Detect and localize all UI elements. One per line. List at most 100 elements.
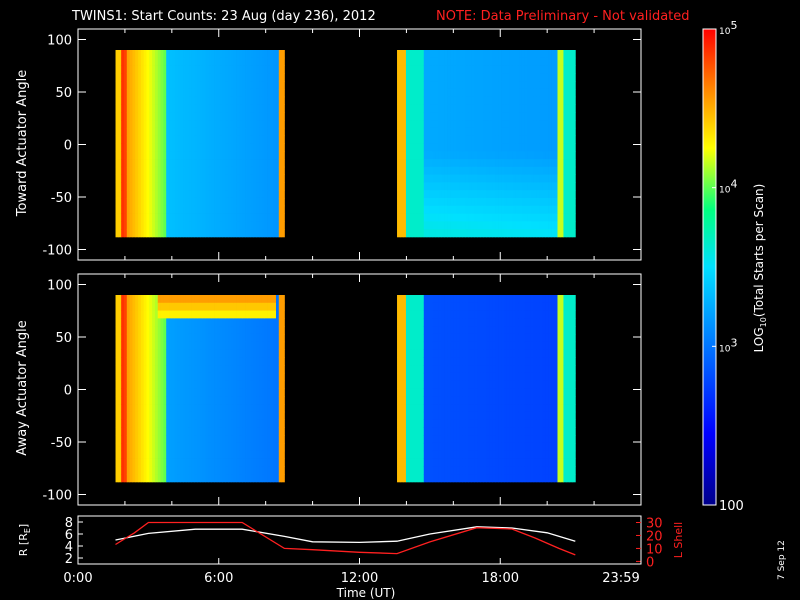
- heatmap-cell: [115, 213, 119, 222]
- heatmap-cell: [432, 435, 437, 444]
- heatmap-cell: [154, 182, 159, 191]
- heatmap-cell: [185, 326, 190, 335]
- heatmap-cell: [138, 310, 142, 319]
- heatmap-cell: [126, 57, 130, 66]
- heatmap-cell: [408, 159, 413, 168]
- heatmap-cell: [185, 50, 190, 59]
- heatmap-cell: [397, 88, 401, 98]
- heatmap-cell: [152, 174, 156, 183]
- heatmap-cell: [548, 197, 552, 207]
- heatmap-cell: [199, 135, 204, 144]
- heatmap-cell: [197, 341, 201, 350]
- heatmap-cell: [447, 333, 451, 343]
- heatmap-cell: [126, 396, 130, 405]
- heatmap-cell: [501, 96, 505, 105]
- heatmap-cell: [450, 50, 454, 59]
- heatmap-cell: [429, 302, 434, 311]
- heatmap-cell: [149, 372, 153, 382]
- heatmap-cell: [530, 120, 535, 129]
- heatmap-cell: [397, 310, 401, 319]
- heatmap-cell: [501, 229, 505, 238]
- heatmap-cell: [270, 65, 274, 74]
- heatmap-cell: [171, 73, 176, 82]
- heatmap-cell: [188, 388, 192, 397]
- heatmap-cell: [420, 295, 425, 304]
- heatmap-cell: [411, 450, 416, 459]
- heatmap-cell: [236, 229, 240, 238]
- heatmap-cell: [411, 104, 416, 113]
- heatmap-cell: [211, 81, 215, 90]
- heatmap-cell: [222, 159, 226, 168]
- heatmap-cell: [486, 213, 490, 222]
- heatmap-cell: [118, 57, 122, 66]
- heatmap-cell: [157, 388, 161, 397]
- heatmap-cell: [270, 50, 274, 59]
- heatmap-cell: [450, 104, 454, 113]
- heatmap-cell: [216, 50, 221, 59]
- heatmap-cell: [239, 411, 243, 420]
- heatmap-cell: [126, 96, 130, 105]
- heatmap-cell: [447, 435, 451, 444]
- heatmap-cell: [506, 159, 511, 168]
- heatmap-cell: [267, 221, 271, 230]
- heatmap-cell: [211, 302, 215, 311]
- heatmap-cell: [273, 166, 277, 175]
- heatmap-cell: [149, 466, 153, 475]
- heatmap-cell: [177, 357, 181, 366]
- heatmap-cell: [506, 96, 511, 105]
- heatmap-cell: [560, 143, 564, 152]
- heatmap-cell: [152, 81, 156, 90]
- heatmap-cell: [557, 120, 561, 129]
- heatmap-cell: [426, 213, 431, 222]
- heatmap-cell: [247, 221, 252, 230]
- heatmap-cell: [171, 458, 176, 467]
- heatmap-cell: [230, 365, 235, 374]
- heatmap-cell: [211, 159, 215, 168]
- heatmap-cell: [402, 310, 407, 319]
- heatmap-cell: [417, 349, 422, 358]
- heatmap-cell: [191, 229, 195, 238]
- heatmap-cell: [177, 458, 181, 467]
- heatmap-cell: [414, 159, 419, 168]
- heatmap-cell: [557, 205, 561, 214]
- heatmap-cell: [169, 190, 173, 199]
- heatmap-cell: [143, 357, 147, 366]
- heatmap-cell: [402, 388, 407, 397]
- heatmap-cell: [132, 466, 136, 475]
- heatmap-cell: [462, 427, 466, 436]
- heatmap-cell: [480, 112, 484, 121]
- heatmap-cell: [278, 197, 283, 207]
- heatmap-cell: [169, 112, 173, 121]
- heatmap-cell: [281, 151, 285, 160]
- heatmap-cell: [183, 310, 187, 319]
- heatmap-cell: [205, 127, 209, 137]
- heatmap-cell: [183, 120, 187, 129]
- heatmap-cell: [560, 197, 564, 207]
- heatmap-cell: [236, 221, 240, 230]
- heatmap-cell: [135, 143, 139, 152]
- heatmap-cell: [453, 57, 457, 66]
- heatmap-cell: [408, 135, 413, 144]
- heatmap-cell: [471, 411, 475, 420]
- heatmap-cell: [530, 174, 535, 183]
- heatmap-cell: [509, 174, 514, 183]
- heatmap-cell: [250, 221, 254, 230]
- heatmap-cell: [264, 435, 268, 444]
- heatmap-cell: [121, 310, 125, 319]
- heatmap-cell: [194, 310, 198, 319]
- heatmap-cell: [420, 104, 425, 113]
- heatmap-cell: [149, 166, 153, 175]
- heatmap-cell: [474, 310, 478, 319]
- heatmap-cell: [275, 326, 280, 335]
- heatmap-cell: [177, 302, 181, 311]
- heatmap-cell: [202, 57, 207, 66]
- heatmap-cell: [256, 197, 260, 207]
- heatmap-cell: [542, 65, 546, 74]
- heatmap-cell: [160, 458, 164, 467]
- heatmap-cell: [143, 182, 147, 191]
- heatmap-cell: [118, 458, 122, 467]
- heatmap-cell: [132, 442, 136, 452]
- heatmap-cell: [273, 213, 277, 222]
- heatmap-cell: [554, 151, 558, 160]
- heatmap-cell: [411, 295, 416, 304]
